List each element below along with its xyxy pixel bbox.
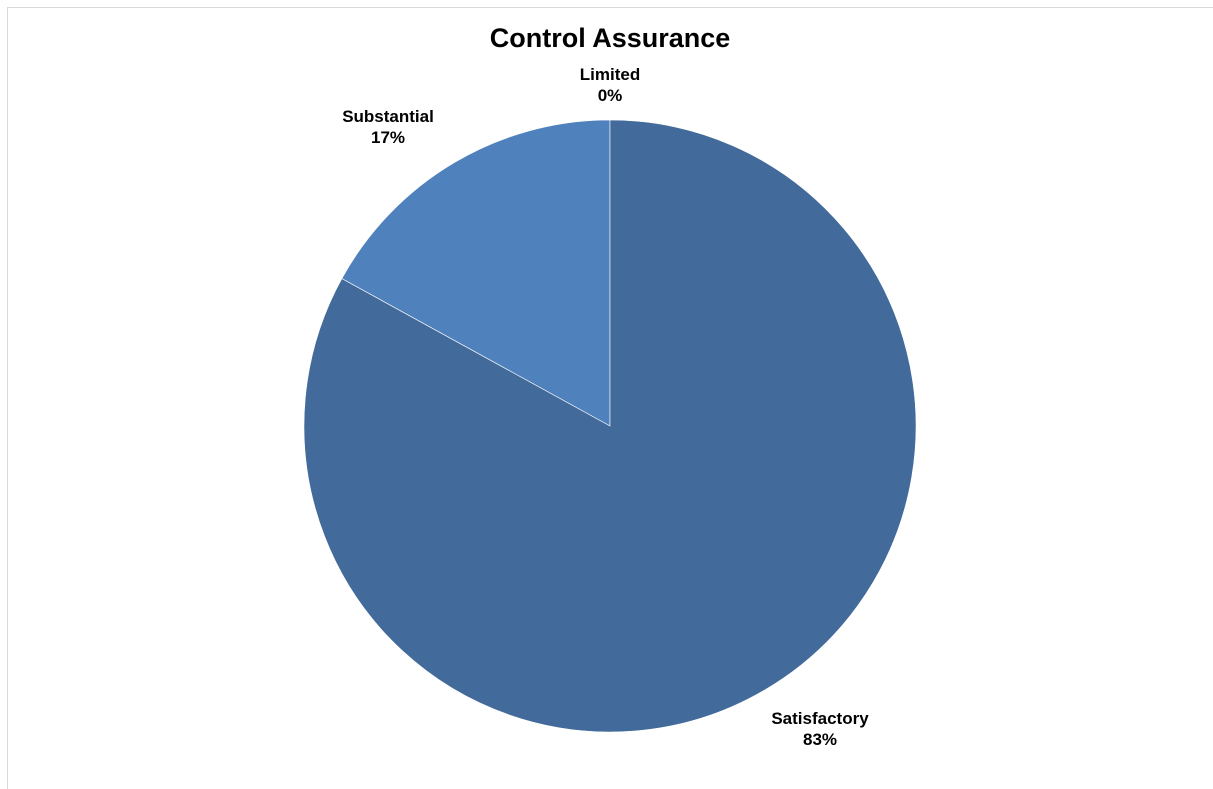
slice-percent-limited: 0% bbox=[598, 86, 623, 105]
slice-percent-satisfactory: 83% bbox=[803, 730, 837, 749]
chart-title: Control Assurance bbox=[490, 23, 731, 53]
pie-slices bbox=[303, 119, 917, 733]
pie-slice-substantial bbox=[341, 119, 611, 427]
slice-labels: Limited 0% Substantial 17% Satisfactory 83% bbox=[342, 65, 869, 749]
slice-label-substantial: Substantial bbox=[342, 107, 434, 126]
slice-label-limited: Limited bbox=[580, 65, 640, 84]
slice-label-satisfactory: Satisfactory bbox=[771, 709, 869, 728]
pie-slice-satisfactory bbox=[303, 119, 917, 733]
slice-percent-substantial: 17% bbox=[371, 128, 405, 147]
